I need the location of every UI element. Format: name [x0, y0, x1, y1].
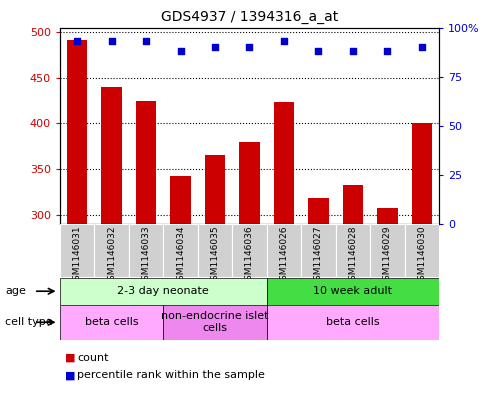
Bar [101, 87, 122, 393]
Point [108, 38, 116, 44]
Point [418, 44, 426, 50]
Text: GSM1146035: GSM1146035 [211, 226, 220, 286]
Bar [239, 142, 260, 393]
Bar [370, 224, 405, 277]
Bar [163, 305, 267, 340]
Bar [267, 224, 301, 277]
Bar [198, 224, 232, 277]
Text: non-endocrine islet
cells: non-endocrine islet cells [161, 312, 269, 333]
Point [314, 48, 322, 54]
Point [383, 48, 391, 54]
Bar [273, 101, 294, 393]
Text: GSM1146031: GSM1146031 [73, 226, 82, 286]
Text: beta cells: beta cells [326, 317, 380, 327]
Text: ■: ■ [65, 353, 75, 363]
Bar [267, 278, 439, 305]
Text: GSM1146027: GSM1146027 [314, 226, 323, 286]
Point [177, 48, 185, 54]
Bar [336, 224, 370, 277]
Text: ■: ■ [65, 370, 75, 380]
Point [73, 38, 81, 44]
Bar [163, 224, 198, 277]
Bar [136, 101, 156, 393]
Text: percentile rank within the sample: percentile rank within the sample [77, 370, 265, 380]
Bar [267, 305, 439, 340]
Bar [94, 224, 129, 277]
Text: cell type: cell type [5, 317, 52, 327]
Bar [60, 278, 267, 305]
Bar [405, 224, 439, 277]
Text: GSM1146036: GSM1146036 [245, 226, 254, 286]
Bar [67, 40, 87, 393]
Text: GSM1146033: GSM1146033 [142, 226, 151, 286]
Text: GSM1146028: GSM1146028 [348, 226, 357, 286]
Point [280, 38, 288, 44]
Bar [232, 224, 267, 277]
Bar [343, 185, 363, 393]
Bar [205, 156, 226, 393]
Point [246, 44, 253, 50]
Text: count: count [77, 353, 109, 363]
Text: GSM1146032: GSM1146032 [107, 226, 116, 286]
Bar [412, 123, 432, 393]
Text: 2-3 day neonate: 2-3 day neonate [117, 286, 209, 296]
Point [142, 38, 150, 44]
Bar [308, 198, 329, 393]
Bar [60, 224, 94, 277]
Text: GSM1146029: GSM1146029 [383, 226, 392, 286]
Text: GSM1146030: GSM1146030 [417, 226, 426, 286]
Point [349, 48, 357, 54]
Text: GSM1146026: GSM1146026 [279, 226, 288, 286]
Bar [301, 224, 336, 277]
Bar [377, 208, 398, 393]
Point [211, 44, 219, 50]
Text: age: age [5, 286, 26, 296]
Bar [129, 224, 163, 277]
Text: GSM1146034: GSM1146034 [176, 226, 185, 286]
Bar [60, 305, 163, 340]
Text: GDS4937 / 1394316_a_at: GDS4937 / 1394316_a_at [161, 10, 338, 24]
Text: 10 week adult: 10 week adult [313, 286, 392, 296]
Bar [170, 176, 191, 393]
Text: beta cells: beta cells [85, 317, 138, 327]
